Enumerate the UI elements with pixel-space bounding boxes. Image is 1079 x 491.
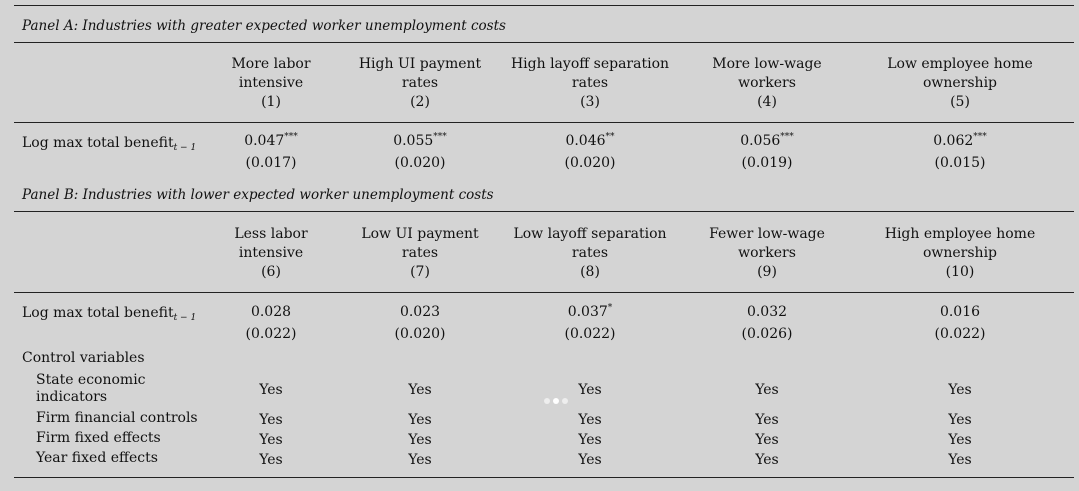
- control-value: Yes: [259, 412, 283, 428]
- control-value: Yes: [755, 432, 779, 448]
- control-value: Yes: [259, 382, 283, 398]
- bottom-rule: [14, 477, 1074, 478]
- control-value: Yes: [408, 382, 432, 398]
- control-value: Yes: [259, 452, 283, 468]
- panel-b-coef-10: 0.016 (0.022): [934, 304, 986, 342]
- panel-b-col-10: High employee home ownership (10): [884, 226, 1036, 280]
- panel-b-col-8: Low layoff separation rates (8): [513, 226, 667, 280]
- panel-b-col-7: Low UI payment rates (7): [361, 226, 479, 280]
- row-label-subscript: t − 1: [173, 313, 197, 323]
- control-label-year-fixed: Year fixed effects: [36, 450, 158, 466]
- panel-b-coef-9: 0.032 (0.026): [741, 304, 793, 342]
- row-label-subscript: t − 1: [173, 143, 197, 153]
- panel-a-title-rule: [14, 42, 1074, 43]
- panel-b-col-9: Fewer low-wage workers (9): [709, 226, 825, 280]
- panel-a-coef-1: 0.047*** (0.017): [244, 132, 298, 172]
- control-value: Yes: [755, 412, 779, 428]
- control-value: Yes: [578, 412, 602, 428]
- panel-a-coef-3: 0.046** (0.020): [564, 132, 616, 172]
- panel-a-col-4: More low-wage workers (4): [712, 56, 822, 110]
- control-value: Yes: [408, 432, 432, 448]
- panel-a-col-1: More labor intensive (1): [231, 56, 311, 110]
- panel-a-col-5: Low employee home ownership (5): [887, 56, 1033, 110]
- top-rule: [14, 5, 1074, 6]
- controls-heading: Control variables: [22, 350, 145, 366]
- control-label-firm-fixed: Firm fixed effects: [36, 430, 161, 446]
- panel-a-coef-5: 0.062*** (0.015): [933, 132, 987, 172]
- panel-a-header-rule: [14, 122, 1074, 123]
- panel-b-header-rule: [14, 292, 1074, 293]
- control-value: Yes: [755, 452, 779, 468]
- panel-b-title-rule: [14, 211, 1074, 212]
- panel-a-col-2: High UI payment rates (2): [358, 56, 482, 110]
- panel-b-coef-8: 0.037* (0.022): [564, 303, 616, 343]
- control-value: Yes: [578, 382, 602, 398]
- control-value: Yes: [948, 412, 972, 428]
- panel-b-title: Panel B: Industries with lower expected …: [22, 187, 494, 203]
- control-value: Yes: [948, 452, 972, 468]
- panel-b-coef-6: 0.028 (0.022): [245, 304, 297, 342]
- panel-a-coef-4: 0.056*** (0.019): [740, 132, 794, 172]
- panel-b-coef-7: 0.023 (0.020): [394, 304, 446, 342]
- control-value: Yes: [755, 382, 779, 398]
- panel-b-col-6: Less labor intensive (6): [234, 226, 308, 280]
- loading-dots-icon: [544, 392, 571, 404]
- panel-a-title: Panel A: Industries with greater expecte…: [22, 18, 506, 34]
- control-value: Yes: [408, 452, 432, 468]
- panel-a-coef-2: 0.055*** (0.020): [393, 132, 447, 172]
- control-value: Yes: [948, 382, 972, 398]
- panel-a-col-3: High layoff separation rates (3): [510, 56, 670, 110]
- control-label-state-economic: State economic indicators: [36, 372, 146, 405]
- control-value: Yes: [259, 432, 283, 448]
- control-value: Yes: [578, 452, 602, 468]
- control-value: Yes: [948, 432, 972, 448]
- panel-b-row-label: Log max total benefitt − 1: [22, 305, 197, 323]
- control-label-firm-financial: Firm financial controls: [36, 410, 198, 426]
- control-value: Yes: [408, 412, 432, 428]
- panel-a-row-label: Log max total benefitt − 1: [22, 135, 197, 153]
- control-value: Yes: [578, 432, 602, 448]
